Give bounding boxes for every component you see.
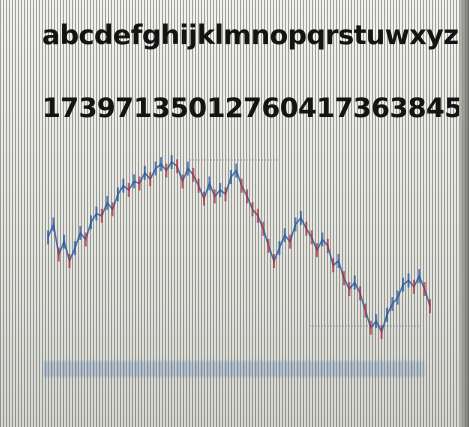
candle-mark — [375, 314, 378, 329]
candle-mark — [364, 303, 367, 318]
candle-mark — [391, 297, 394, 311]
candle-mark — [149, 172, 152, 187]
candle-mark — [208, 176, 211, 191]
candle-mark — [321, 232, 324, 247]
candle-mark — [122, 178, 125, 193]
candle-mark — [47, 230, 49, 245]
candle-mark — [95, 206, 98, 221]
candle-mark — [267, 238, 270, 253]
candle-mark — [170, 155, 173, 169]
candle-mark — [197, 178, 200, 193]
candle-mark — [342, 271, 345, 286]
candle-mark — [289, 234, 292, 249]
candle-mark — [380, 325, 383, 339]
candle-mark — [299, 210, 302, 225]
candle-mark — [305, 221, 308, 236]
digits-text: 173971350127604173638456 — [42, 93, 469, 124]
candle-mark — [278, 241, 281, 256]
candle-mark — [224, 187, 227, 202]
candle-mark — [429, 299, 431, 314]
candle-mark — [52, 217, 55, 232]
candle-mark — [326, 238, 329, 253]
candle-mark — [116, 187, 119, 202]
candle-mark — [219, 183, 222, 197]
candle-mark — [386, 307, 388, 322]
candle-mark — [353, 275, 356, 290]
price-chart — [47, 155, 431, 339]
candle-mark — [246, 189, 249, 204]
candle-mark — [418, 269, 421, 284]
monitor-bezel — [459, 0, 469, 427]
candle-mark — [73, 241, 76, 256]
candle-mark — [229, 170, 232, 185]
candle-mark — [186, 161, 189, 176]
candle-mark — [316, 243, 318, 258]
candle-mark — [262, 221, 265, 236]
candle-mark — [154, 161, 157, 176]
price-line — [47, 160, 431, 335]
candle-mark — [240, 178, 243, 193]
candle-mark — [402, 277, 405, 292]
candle-mark — [423, 282, 426, 296]
candle-mark — [160, 157, 162, 172]
candle-mark — [256, 208, 259, 223]
candle-mark — [79, 226, 82, 240]
candle-mark — [127, 183, 130, 197]
candle-mark — [396, 290, 399, 305]
candle-mark — [359, 286, 362, 301]
candle-mark — [213, 189, 216, 204]
candle-mark — [63, 234, 66, 249]
blurred-text-line — [44, 361, 424, 377]
candle-mark — [273, 254, 275, 268]
alphabet-text: abcdefghijklmnopqrstuwxyzal — [42, 20, 469, 51]
candle-mark — [310, 230, 313, 245]
candle-mark — [348, 282, 351, 296]
candle-mark — [176, 159, 179, 174]
candle-mark — [68, 254, 71, 268]
candle-mark — [100, 208, 103, 223]
candle-mark — [133, 174, 136, 189]
candle-mark — [251, 202, 254, 217]
candle-mark — [337, 254, 340, 268]
candle-mark — [407, 273, 410, 288]
candle-mark — [138, 176, 141, 191]
candle-mark — [192, 167, 195, 182]
candle-mark — [283, 228, 286, 243]
candle-mark — [294, 217, 297, 232]
candle-mark — [235, 163, 238, 178]
candle-mark — [181, 174, 184, 189]
candle-mark — [369, 320, 372, 335]
candle-mark — [84, 232, 87, 247]
candle-mark — [412, 279, 415, 294]
candle-mark — [106, 195, 109, 210]
candle-mark — [111, 202, 114, 217]
candle-mark — [143, 165, 146, 180]
candle-mark — [90, 215, 92, 230]
candle-mark — [203, 191, 205, 206]
candle-mark — [57, 247, 60, 262]
candle-mark — [332, 258, 335, 273]
candle-mark — [165, 163, 168, 178]
